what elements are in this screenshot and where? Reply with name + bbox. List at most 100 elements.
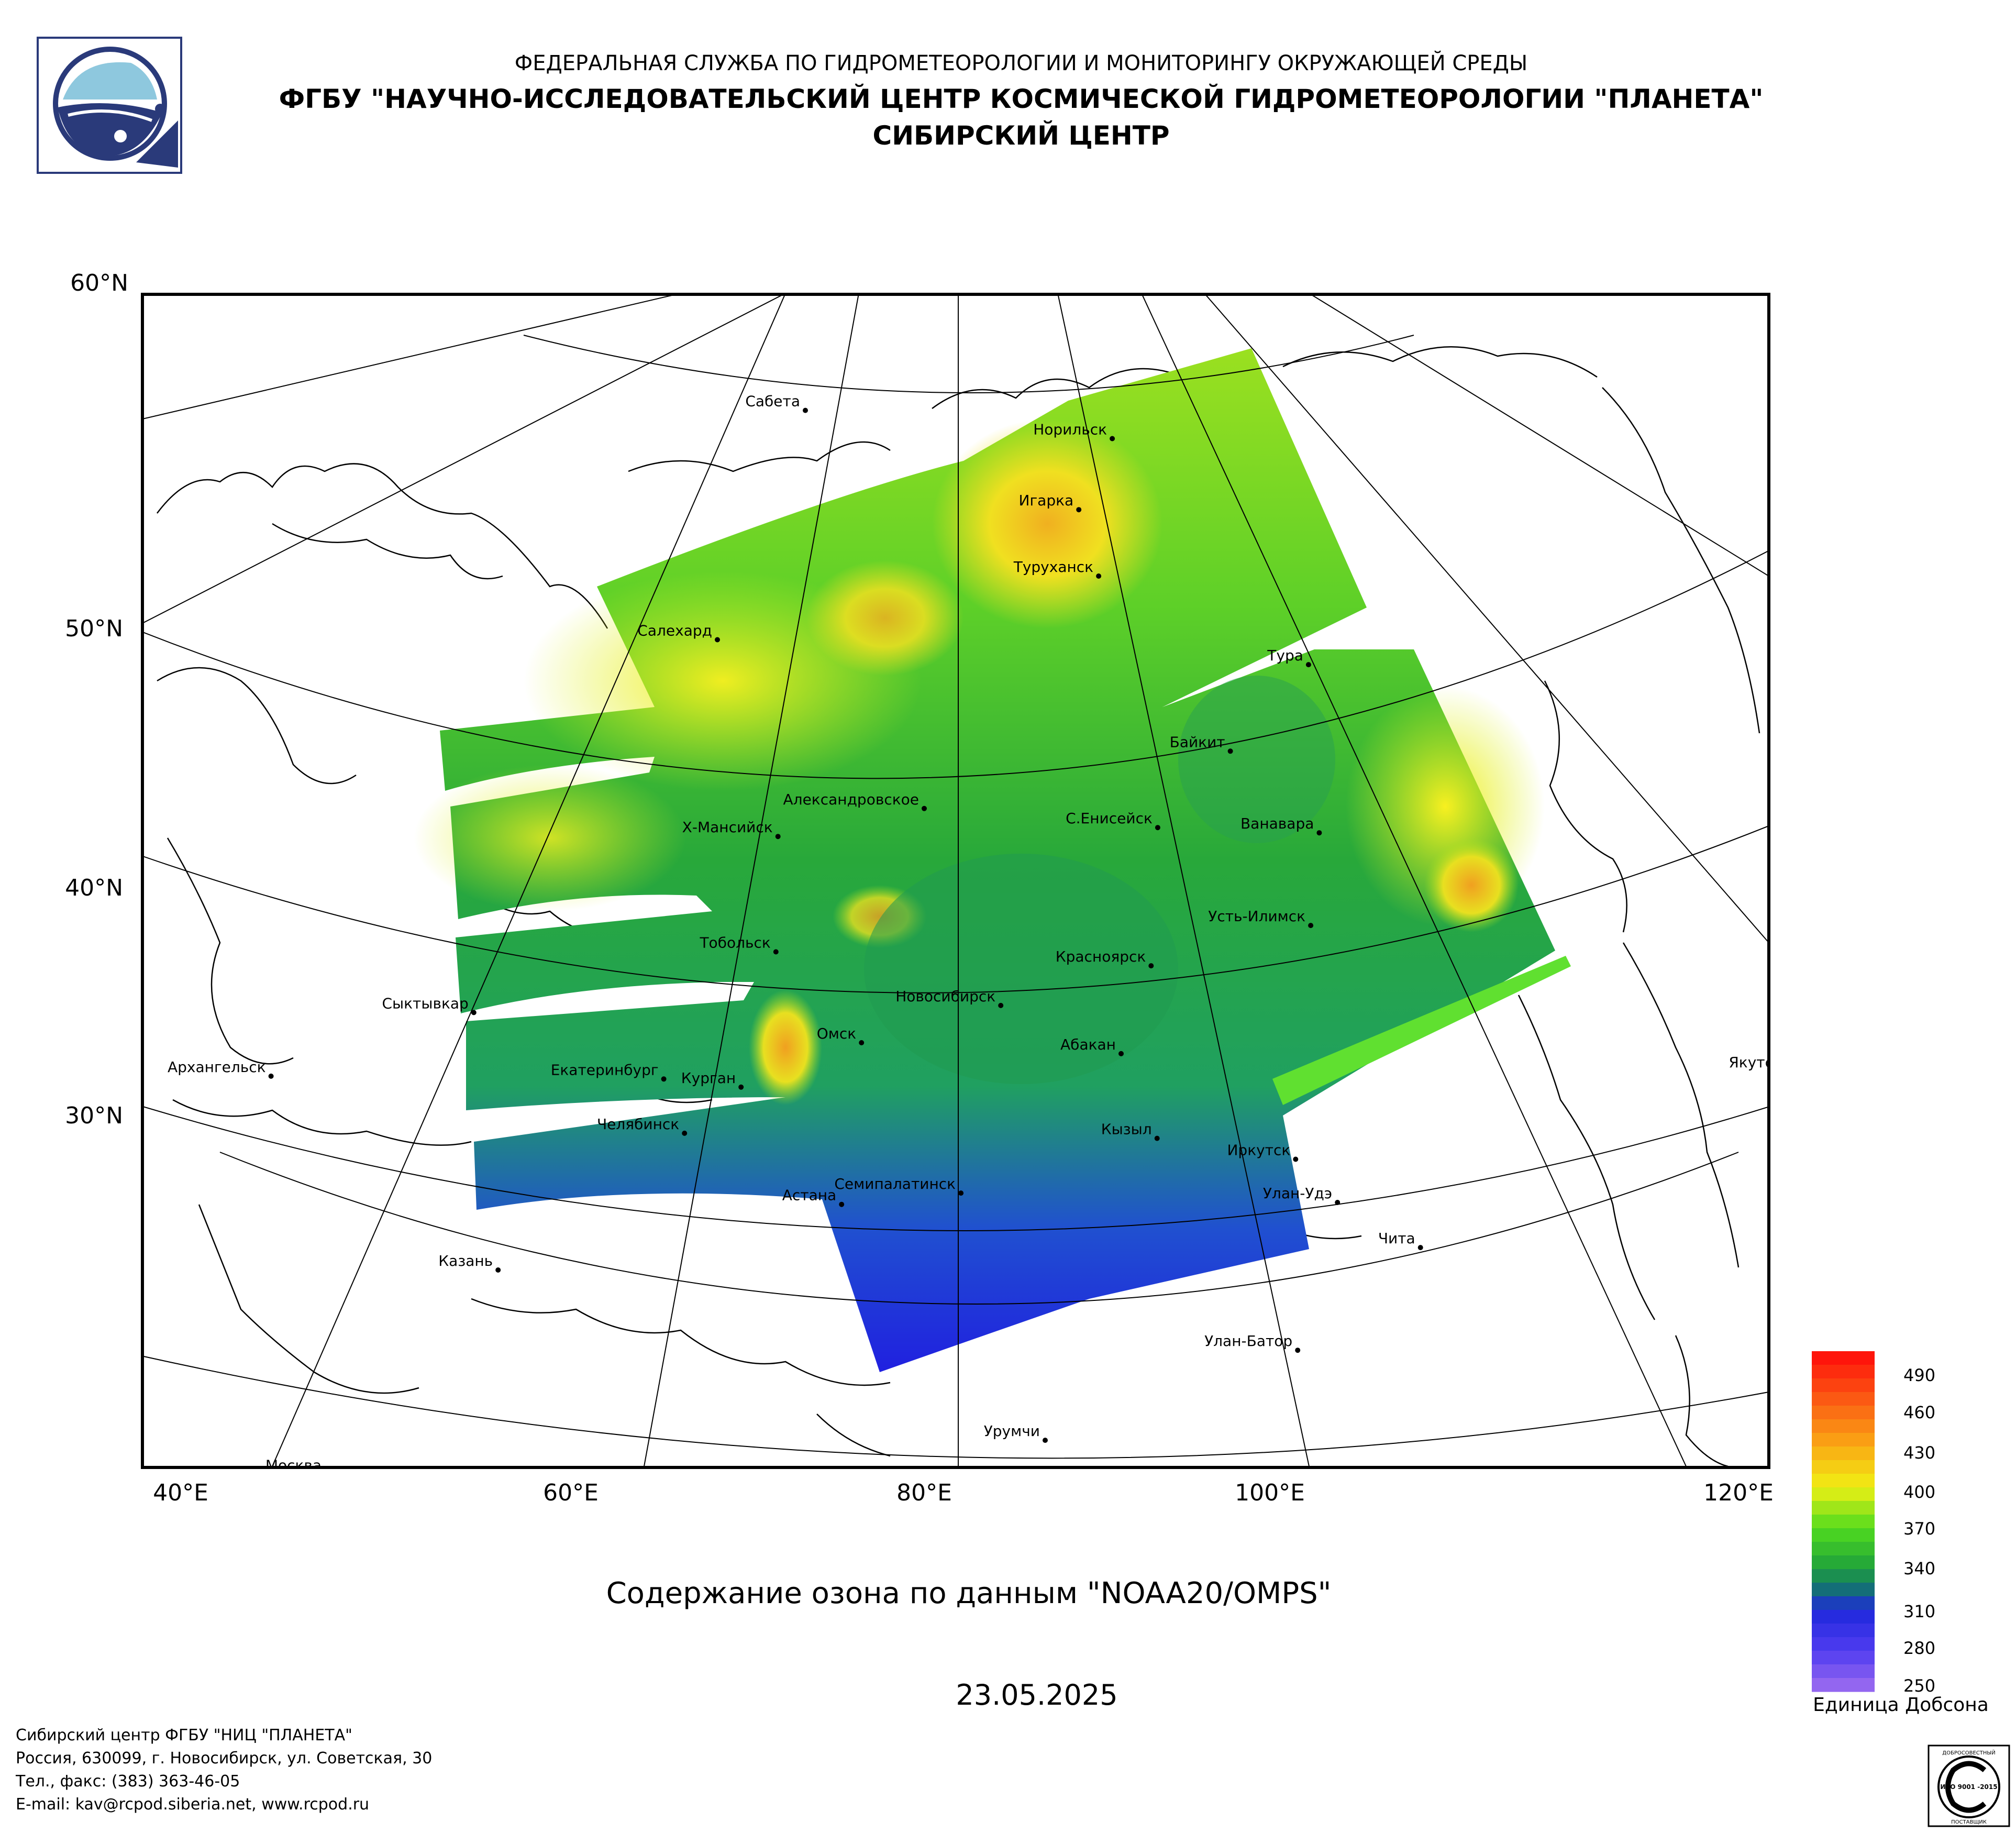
legend-tick: 250 <box>1903 1676 1935 1696</box>
graticule <box>142 294 1769 1467</box>
city-label: Курган <box>681 1069 736 1087</box>
legend-swatch <box>1812 1474 1875 1488</box>
map-title: Содержание озона по данным "NOAA20/OMPS" <box>606 1576 1332 1610</box>
city-dot <box>963 282 969 288</box>
lat-label: 50°N <box>65 615 123 642</box>
map-interior: Диксон Сабета Норильск Архангельск Игарка Сал… <box>142 282 1790 1700</box>
legend-swatch <box>1812 1433 1875 1447</box>
legend-swatch <box>1812 1637 1875 1651</box>
city-dot <box>1154 1135 1160 1141</box>
legend-swatch <box>1812 1392 1875 1406</box>
city-dot <box>738 1084 744 1090</box>
city-dot <box>1660 1695 1666 1700</box>
legend-swatch <box>1812 1351 1875 1365</box>
city-dot <box>773 949 779 955</box>
map-frame <box>141 293 1770 1469</box>
legend-tick: 370 <box>1903 1519 1935 1539</box>
city-dot <box>958 1190 964 1196</box>
city-label: Улан-Батор <box>1204 1332 1292 1350</box>
city-dot <box>803 407 808 413</box>
lon-label: 40°E <box>153 1479 208 1506</box>
city-dot <box>471 1010 477 1015</box>
city-dot <box>1295 1348 1301 1353</box>
legend-swatch <box>1812 1651 1875 1665</box>
planeta-logo <box>37 37 182 174</box>
city-dot <box>1118 1051 1124 1056</box>
city-label: Архангельск <box>168 1058 266 1076</box>
legend-tick: 430 <box>1903 1443 1935 1463</box>
city-dot <box>1096 573 1102 579</box>
city-dot <box>859 1040 865 1045</box>
iso-top: ДОБРОСОВЕСТНЫЙ <box>1942 1749 1995 1756</box>
legend-swatch <box>1812 1664 1875 1679</box>
lat-labels: 60°N 50°N 40°N 30°N <box>65 270 128 1129</box>
legend-swatch <box>1812 1487 1875 1501</box>
city-label: Иркутск <box>1227 1142 1290 1159</box>
legend-swatch <box>1812 1569 1875 1583</box>
legend-unit: Единица Добсона <box>1813 1694 1989 1716</box>
legend-swatch <box>1812 1624 1875 1638</box>
iso-center: ИСО 9001 -2015 <box>1940 1783 1997 1791</box>
city-label: Челябинск <box>597 1116 679 1133</box>
city-label: Семипалатинск <box>834 1175 956 1192</box>
lon-labels: 40°E 60°E 80°E 100°E 120°E <box>153 1479 1774 1506</box>
city-markers: Диксон Сабета Норильск Архангельск Игарка Сал… <box>168 282 1790 1700</box>
city-label: Урумчи <box>984 1422 1040 1440</box>
city-label: Сыктывкар <box>382 995 468 1012</box>
city-label: Казань <box>438 1252 493 1269</box>
legend-tick: 460 <box>1903 1403 1935 1422</box>
legend-swatch <box>1812 1378 1875 1393</box>
legend-colorbar <box>1812 1351 1875 1692</box>
city-dot <box>1305 662 1311 668</box>
city-dot <box>1308 923 1314 929</box>
lon-label: 60°E <box>543 1479 599 1506</box>
city-label: Улан-Удэ <box>1263 1185 1332 1202</box>
city-dot <box>775 834 781 840</box>
footer-line: Сибирский центр ФГБУ "НИЦ "ПЛАНЕТА" <box>16 1726 352 1744</box>
legend-swatch <box>1812 1542 1875 1556</box>
city-dot <box>1293 1156 1299 1162</box>
footer-line: E-mail: kav@rcpod.siberia.net, www.rcpod… <box>16 1795 370 1814</box>
city-dot <box>1316 830 1322 836</box>
legend-swatch <box>1812 1610 1875 1624</box>
lon-label: 120°E <box>1703 1479 1774 1506</box>
city-label: Астана <box>782 1187 836 1204</box>
city-dot <box>922 805 927 811</box>
header-institute: ФГБУ "НАУЧНО-ИССЛЕДОВАТЕЛЬСКИЙ ЦЕНТР КОС… <box>279 84 1764 114</box>
city-dot <box>1043 1438 1048 1443</box>
city-label: Усть-Илимск <box>1208 908 1305 925</box>
legend-swatch <box>1812 1678 1875 1692</box>
legend-tick: 340 <box>1903 1559 1935 1578</box>
legend-swatch <box>1812 1365 1875 1379</box>
city-label: Красноярск <box>1056 948 1146 965</box>
city-dot <box>1155 825 1160 831</box>
lon-label: 100°E <box>1235 1479 1305 1506</box>
city-label: Сабета <box>745 393 800 410</box>
city-dot <box>998 1002 1004 1008</box>
lat-label: 40°N <box>65 875 123 901</box>
legend-tick: 490 <box>1903 1365 1935 1385</box>
ozone-legend: 490 460 430 400 370 340 310 280 250 <box>1812 1351 1935 1696</box>
legend-swatch <box>1812 1555 1875 1570</box>
iso-bottom: ПОСТАВЩИК <box>1951 1819 1987 1825</box>
ozone-swath <box>414 348 1571 1372</box>
city-label: Салехард <box>637 622 712 639</box>
city-label: Х-Мансийск <box>682 819 773 836</box>
city-label: Игарка <box>1019 492 1074 509</box>
city-label: Омск <box>817 1025 856 1042</box>
city-label: Александровское <box>783 791 919 808</box>
city-dot <box>839 1201 845 1207</box>
map-date: 23.05.2025 <box>956 1679 1118 1711</box>
city-label: Байкит <box>1170 733 1225 750</box>
city-dot <box>1417 1245 1423 1251</box>
city-dot <box>324 1472 329 1477</box>
legend-swatch <box>1812 1583 1875 1597</box>
footer-line: Тел., факс: (383) 363-46-05 <box>16 1772 240 1791</box>
city-label: Туруханск <box>1013 558 1093 576</box>
legend-swatch <box>1812 1406 1875 1420</box>
city-label: Москва <box>265 1456 322 1474</box>
city-dot <box>1785 1069 1790 1074</box>
header-center: СИБИРСКИЙ ЦЕНТР <box>872 120 1170 151</box>
legend-tick: 310 <box>1903 1602 1935 1621</box>
